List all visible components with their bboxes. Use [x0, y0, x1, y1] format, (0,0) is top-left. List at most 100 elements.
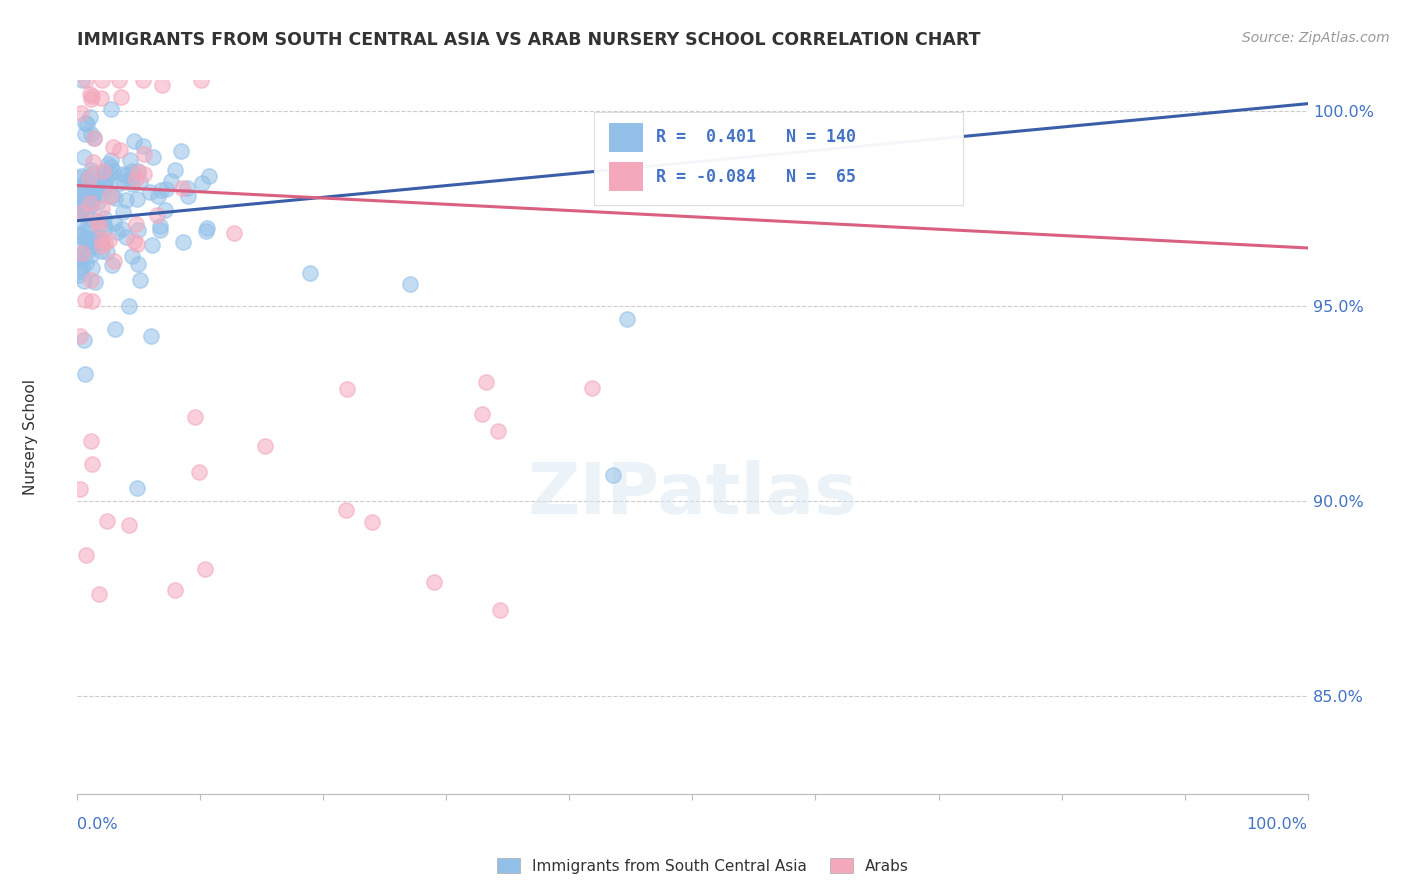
Point [111, 167, 134, 181]
Point [69, 202, 91, 217]
Point [121, 164, 143, 178]
Point [91, 73, 114, 87]
Point [97, 157, 120, 171]
Text: IMMIGRANTS FROM SOUTH CENTRAL ASIA VS ARAB NURSERY SCHOOL CORRELATION CHART: IMMIGRANTS FROM SOUTH CENTRAL ASIA VS AR… [77, 31, 981, 49]
Point [67, 227, 90, 242]
Point [91, 235, 114, 250]
Point [475, 375, 498, 389]
Point [86, 230, 108, 244]
Point [91, 233, 114, 247]
Point [79, 195, 101, 210]
Point [69, 198, 91, 212]
Point [69, 204, 91, 219]
Point [155, 182, 177, 196]
Point [187, 465, 209, 479]
Point [139, 329, 162, 343]
Point [101, 188, 124, 202]
Point [118, 299, 141, 313]
Point [94, 236, 117, 251]
Point [70, 106, 93, 120]
Point [70, 260, 93, 275]
Point [72, 198, 94, 212]
Point [69, 250, 91, 264]
Point [103, 253, 125, 268]
Point [79, 92, 101, 106]
Point [79, 219, 101, 234]
Point [129, 273, 152, 287]
Point [121, 177, 143, 191]
Point [488, 603, 510, 617]
Point [67, 268, 90, 282]
Point [76, 205, 98, 219]
Point [142, 150, 165, 164]
FancyBboxPatch shape [595, 112, 963, 205]
Point [115, 194, 138, 208]
Point [298, 267, 321, 281]
Point [69, 264, 91, 278]
Point [80, 163, 103, 178]
Point [108, 143, 131, 157]
Point [90, 244, 112, 258]
Point [73, 150, 96, 164]
Point [335, 503, 357, 517]
Point [80, 239, 103, 253]
Point [127, 192, 149, 206]
Point [98, 234, 121, 248]
Bar [609, 162, 644, 191]
Point [224, 226, 246, 240]
Point [90, 201, 112, 215]
Point [80, 89, 103, 103]
Point [399, 277, 422, 291]
Point [616, 311, 638, 326]
Point [120, 153, 142, 167]
Point [80, 128, 103, 142]
Point [103, 216, 125, 230]
Point [93, 173, 115, 187]
Point [165, 582, 187, 597]
Point [79, 242, 101, 256]
Point [146, 189, 169, 203]
Point [70, 246, 93, 260]
Point [190, 73, 212, 87]
Text: 0.0%: 0.0% [77, 817, 118, 831]
Point [72, 201, 94, 215]
Point [69, 482, 91, 496]
Text: R =  0.401   N = 140: R = 0.401 N = 140 [655, 128, 855, 146]
Point [75, 127, 97, 141]
Point [67, 182, 90, 196]
Point [80, 194, 103, 208]
Point [75, 293, 97, 307]
Point [127, 257, 149, 271]
Point [83, 186, 105, 201]
Point [160, 174, 183, 188]
Point [146, 208, 169, 222]
Point [76, 73, 98, 87]
Point [471, 407, 494, 421]
Point [79, 87, 101, 102]
Point [83, 131, 105, 145]
Point [75, 255, 97, 269]
Point [67, 179, 90, 194]
Point [581, 381, 603, 395]
Point [108, 73, 131, 87]
Point [94, 220, 117, 235]
Point [170, 180, 193, 194]
Point [69, 329, 91, 343]
Point [127, 223, 149, 237]
Point [75, 548, 97, 562]
Point [172, 235, 194, 250]
Point [125, 217, 148, 231]
Point [79, 170, 101, 185]
Point [93, 217, 115, 231]
Point [82, 154, 104, 169]
Point [176, 181, 198, 195]
Point [96, 244, 118, 259]
Point [127, 163, 149, 178]
Point [67, 250, 90, 264]
Point [111, 221, 134, 235]
Point [117, 517, 139, 532]
Point [73, 243, 96, 257]
Point [111, 205, 134, 219]
Point [134, 147, 156, 161]
Point [190, 176, 212, 190]
